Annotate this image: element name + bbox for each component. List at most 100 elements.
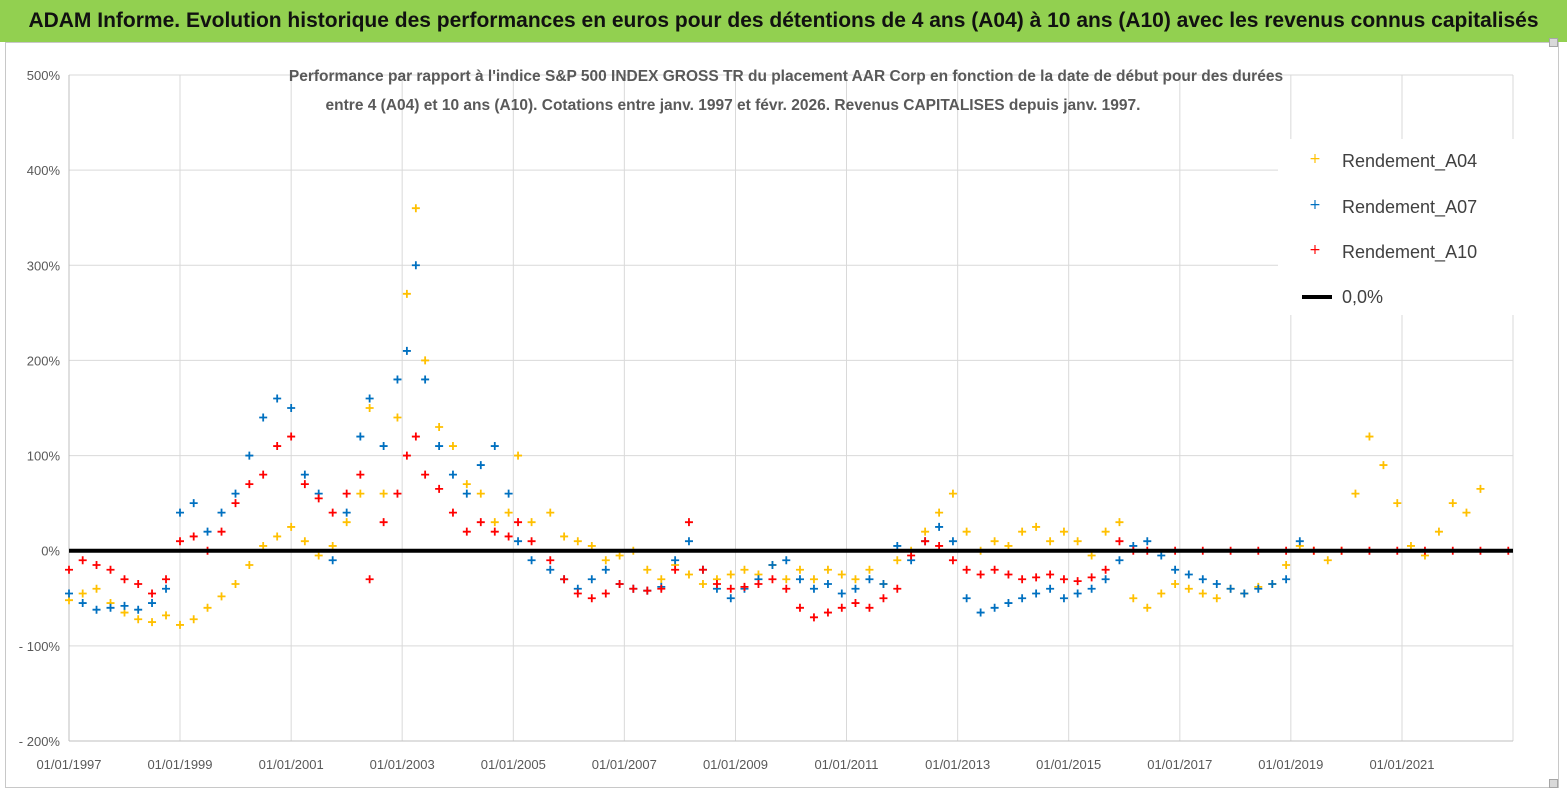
data-point <box>245 480 254 489</box>
data-point <box>106 565 115 574</box>
data-point <box>795 603 804 612</box>
data-point <box>837 589 846 598</box>
data-point <box>601 556 610 565</box>
data-point <box>851 599 860 608</box>
data-point <box>573 537 582 546</box>
data-point <box>1157 551 1166 560</box>
data-point <box>1434 527 1443 536</box>
data-point <box>990 537 999 546</box>
data-point <box>795 565 804 574</box>
data-point <box>851 575 860 584</box>
data-point <box>92 584 101 593</box>
data-point <box>1087 573 1096 582</box>
y-tick-label: 0% <box>41 544 60 559</box>
data-point <box>1032 573 1041 582</box>
data-point <box>78 556 87 565</box>
legend-marker-a10: + <box>1309 242 1321 258</box>
data-point <box>314 551 323 560</box>
data-point <box>92 605 101 614</box>
data-point <box>546 508 555 517</box>
data-point <box>1393 499 1402 508</box>
data-point <box>726 570 735 579</box>
data-point <box>1101 527 1110 536</box>
data-point <box>976 570 985 579</box>
data-point <box>684 537 693 546</box>
data-point <box>962 527 971 536</box>
data-point <box>657 584 666 593</box>
data-point <box>643 565 652 574</box>
data-point <box>273 394 282 403</box>
resize-handle-top-right[interactable] <box>1549 38 1558 47</box>
data-point <box>1032 522 1041 531</box>
data-point <box>421 375 430 384</box>
data-point <box>134 605 143 614</box>
x-tick-label: 01/01/1999 <box>147 757 212 772</box>
data-point <box>1087 551 1096 560</box>
data-point <box>740 582 749 591</box>
data-point <box>300 470 309 479</box>
data-point <box>1282 575 1291 584</box>
data-point <box>893 556 902 565</box>
data-point <box>393 375 402 384</box>
data-point <box>504 489 513 498</box>
data-point <box>740 565 749 574</box>
data-point <box>356 470 365 479</box>
data-point <box>527 556 536 565</box>
data-point <box>990 603 999 612</box>
data-point <box>273 442 282 451</box>
data-point <box>189 532 198 541</box>
data-point <box>504 532 513 541</box>
data-point <box>1046 537 1055 546</box>
data-point <box>1198 575 1207 584</box>
data-point <box>587 575 596 584</box>
data-point <box>1351 489 1360 498</box>
legend-entry-a04: + Rendement_A04 <box>1309 151 1477 172</box>
data-point <box>1101 565 1110 574</box>
legend-box <box>1278 139 1516 315</box>
data-point <box>768 575 777 584</box>
legend-label-a07: Rendement_A07 <box>1342 197 1477 218</box>
header-banner: ADAM Informe. Evolution historique des p… <box>0 0 1567 42</box>
data-point <box>837 570 846 579</box>
data-point <box>587 594 596 603</box>
chart-title-line-1: Performance par rapport à l'indice S&P 5… <box>289 68 1283 85</box>
data-point <box>217 592 226 601</box>
data-point <box>1004 570 1013 579</box>
data-point <box>411 432 420 441</box>
data-point <box>795 575 804 584</box>
data-point <box>782 556 791 565</box>
data-point <box>1087 584 1096 593</box>
data-point <box>546 565 555 574</box>
data-point <box>1115 537 1124 546</box>
data-point <box>342 518 351 527</box>
data-point <box>421 470 430 479</box>
data-point <box>948 489 957 498</box>
data-point <box>823 580 832 589</box>
data-point <box>865 603 874 612</box>
data-point <box>162 575 171 584</box>
data-point <box>962 565 971 574</box>
data-point <box>1226 584 1235 593</box>
data-point <box>203 603 212 612</box>
data-point <box>393 489 402 498</box>
data-point <box>560 532 569 541</box>
data-series <box>65 204 1513 629</box>
data-point <box>379 518 388 527</box>
data-point <box>476 461 485 470</box>
data-point <box>231 489 240 498</box>
data-point <box>365 575 374 584</box>
data-point <box>1157 589 1166 598</box>
data-point <box>1115 518 1124 527</box>
data-point <box>782 575 791 584</box>
data-point <box>342 508 351 517</box>
x-tick-label: 01/01/2013 <box>925 757 990 772</box>
resize-handle-bottom-right[interactable] <box>1549 779 1558 788</box>
x-tick-label: 01/01/2015 <box>1036 757 1101 772</box>
data-point <box>921 537 930 546</box>
data-point <box>402 346 411 355</box>
x-tick-label: 01/01/1997 <box>36 757 101 772</box>
data-point <box>601 565 610 574</box>
data-point <box>176 508 185 517</box>
data-point <box>490 442 499 451</box>
data-point <box>1018 575 1027 584</box>
